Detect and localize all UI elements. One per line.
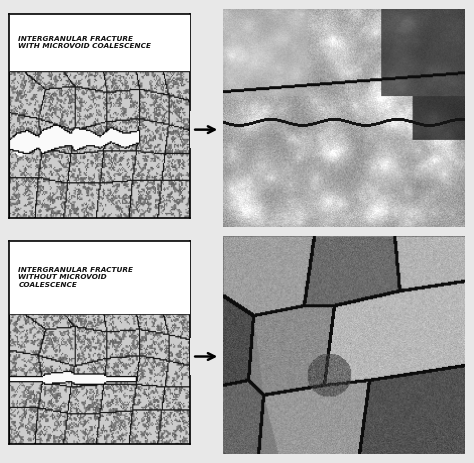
Text: INTERGRANULAR FRACTURE
WITH MICROVOID COALESCENCE: INTERGRANULAR FRACTURE WITH MICROVOID CO… [18, 36, 152, 49]
Bar [9, 14, 190, 71]
Text: INTERGRANULAR FRACTURE
WITHOUT MICROVOID
COALESCENCE: INTERGRANULAR FRACTURE WITHOUT MICROVOID… [18, 267, 134, 288]
Bar [9, 241, 190, 314]
